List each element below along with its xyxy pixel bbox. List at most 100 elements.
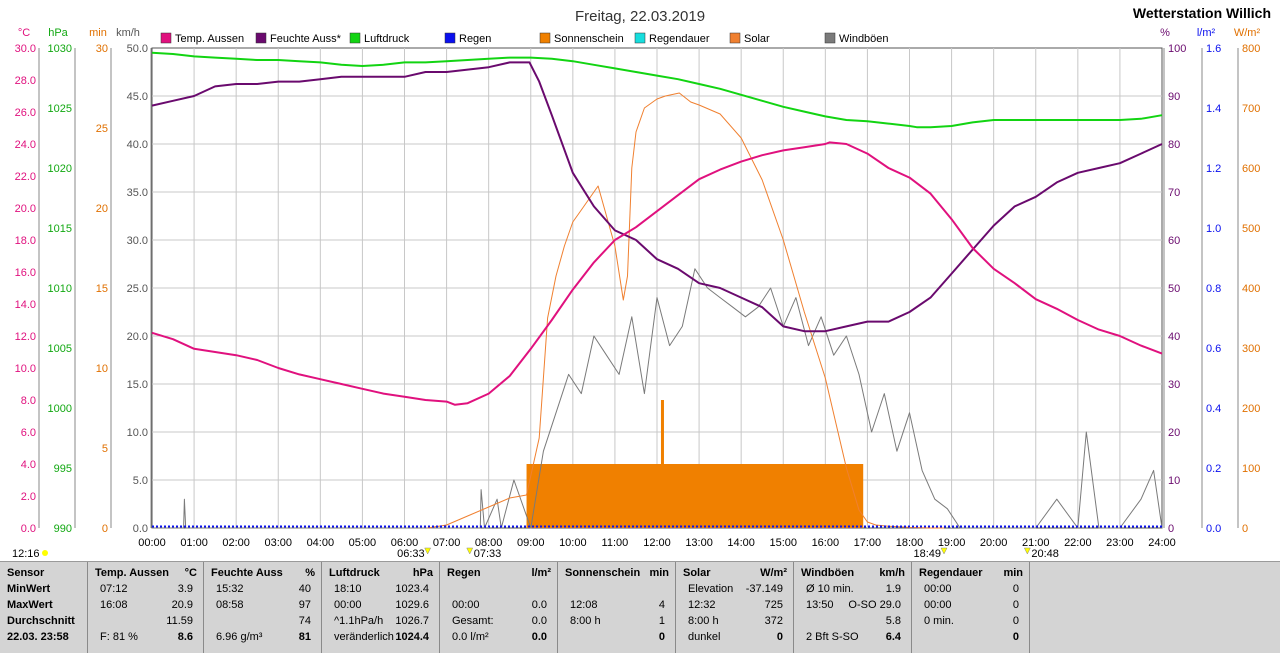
table-cell-value: 1026.7 [395, 615, 429, 627]
table-cell-value: 20.9 [171, 599, 193, 611]
chart-title: Freitag, 22.03.2019 [575, 8, 705, 25]
tick-label-solar_wm2: 700 [1242, 103, 1260, 115]
marker-icon [940, 547, 948, 555]
tick-label-sunshine_min: 30 [96, 43, 108, 55]
marker-label: 20:48 [1031, 548, 1059, 560]
sunshine-spike [660, 400, 664, 528]
marker-icon [1023, 547, 1031, 555]
x-tick-label: 04:00 [307, 537, 335, 549]
series-line-solar_wm2 [427, 92, 944, 529]
legend-label: Windböen [839, 33, 889, 45]
tick-label-pressure_hpa: 1025 [48, 103, 72, 115]
axis-units: °C hPa min km/h% l/m² W/m² [18, 27, 1261, 39]
table-header: Regen [447, 567, 481, 579]
tick-label-temp_c: 2.0 [21, 491, 36, 503]
tick-label-pressure_hpa: 1020 [48, 163, 72, 175]
tick-label-temp_c: 28.0 [15, 75, 36, 87]
table-cell-label: Gesamt: [452, 615, 494, 627]
table-cell-value: 6.4 [885, 631, 901, 643]
col-pressure: Luftdruck hPa 18:10 1023.4 00:00 1029.6 ^1.1hP… [322, 562, 440, 653]
tick-label-wind_kmh: 45.0 [127, 91, 148, 103]
tick-label-wind_kmh: 20.0 [127, 331, 148, 343]
time-label: 12:16 [12, 548, 40, 560]
tick-label-temp_c: 4.0 [21, 459, 36, 471]
table-cell-label: 15:32 [216, 583, 244, 595]
marker-icon [466, 547, 474, 555]
legend-label: Feuchte Auss* [270, 33, 342, 45]
tick-label-wind_kmh: 15.0 [127, 379, 148, 391]
tick-label-temp_c: 14.0 [15, 299, 36, 311]
sun-icon [42, 550, 48, 556]
tick-label-wind_kmh: 25.0 [127, 283, 148, 295]
table-unit: % [305, 567, 315, 579]
tick-label-temp_c: 8.0 [21, 395, 36, 407]
unit-label: km/h [116, 27, 140, 39]
tick-label-temp_c: 18.0 [15, 235, 36, 247]
series-line-wind_kmh [152, 268, 1163, 529]
tick-label-humidity_pct: 100 [1168, 43, 1186, 55]
table-cell-label: dunkel [688, 631, 721, 643]
tick-label-wind_kmh: 5.0 [133, 475, 148, 487]
marker-label: 07:33 [474, 548, 502, 560]
table-cell-label: ^1.1hPa/h [334, 615, 384, 627]
table-header: Windböen [801, 567, 855, 579]
table-cell-value: 1029.6 [395, 599, 429, 611]
table-cell-label: Ø 10 min. [806, 583, 854, 595]
col-solar: Solar W/m² Elevation -37.149 12:32 725 8:00 h 3… [676, 562, 794, 653]
col-raindur: Regendauer min 00:00 0 00:00 0 0 min. 0 0 [912, 562, 1030, 653]
x-tick-label: 24:00 [1148, 537, 1176, 549]
table-cell-value: 0 [1012, 615, 1019, 627]
tick-label-sunshine_min: 10 [96, 363, 108, 375]
x-tick-label: 14:00 [727, 537, 755, 549]
table-header: Sonnenschein [565, 567, 641, 579]
col-sunshine: Sonnenschein min 12:08 4 8:00 h 1 0 [558, 562, 676, 653]
tick-label-rain_lm2: 0.8 [1206, 283, 1221, 295]
tick-label-wind_kmh: 10.0 [127, 427, 148, 439]
unit-label: min [89, 27, 107, 39]
col-temp: Temp. Aussen °C 07:12 3.9 16:08 20.9 11.59 F: 8… [88, 562, 204, 653]
table-cell-value: 0 [1012, 631, 1019, 643]
tick-label-temp_c: 24.0 [15, 139, 36, 151]
table-header: Feuchte Auss [211, 567, 283, 579]
table-cell-value: 0.0 [531, 615, 547, 627]
tick-label-rain_lm2: 1.2 [1206, 163, 1221, 175]
marker-icon [424, 547, 432, 555]
unit-label: hPa [48, 27, 68, 39]
table-cell-label: 00:00 [924, 599, 952, 611]
legend-label: Temp. Aussen [175, 33, 244, 45]
tick-label-solar_wm2: 800 [1242, 43, 1260, 55]
tick-label-rain_lm2: 1.6 [1206, 43, 1221, 55]
row-label-current: 22.03. 23:58 [7, 631, 69, 643]
table-unit: min [1003, 567, 1023, 579]
table-cell-value: 1 [658, 615, 665, 627]
legend-swatch [824, 32, 836, 44]
tick-label-temp_c: 10.0 [15, 363, 36, 375]
table-cell-value: 0 [776, 631, 783, 643]
tick-label-temp_c: 16.0 [15, 267, 36, 279]
tick-label-humidity_pct: 60 [1168, 235, 1180, 247]
table-unit: l/m² [531, 567, 551, 579]
table-cell-value: 8.6 [177, 631, 193, 643]
tick-label-humidity_pct: 20 [1168, 427, 1180, 439]
sensor-header: Sensor [7, 567, 45, 579]
tick-label-rain_lm2: 0.6 [1206, 343, 1221, 355]
tick-label-solar_wm2: 600 [1242, 163, 1260, 175]
tick-label-humidity_pct: 0 [1168, 523, 1174, 535]
unit-label: % [1160, 27, 1170, 39]
table-cell-value: 81 [298, 631, 311, 643]
tick-label-temp_c: 0.0 [21, 523, 36, 535]
chart-legend: Temp. Aussen Feuchte Auss* Luftdruck Regen S… [160, 32, 889, 45]
tick-label-solar_wm2: 500 [1242, 223, 1260, 235]
col-humidity: Feuchte Auss% 15:32 40 08:58 97 74 6.96 g/m³ 81 [204, 562, 322, 653]
table-header: Solar [683, 567, 711, 579]
table-cell-value: 5.8 [885, 615, 901, 627]
tick-label-wind_kmh: 40.0 [127, 139, 148, 151]
station-name: Wetterstation Willich [1133, 5, 1271, 21]
x-tick-label: 10:00 [559, 537, 587, 549]
table-cell-label: 2 Bft S-SO [806, 631, 859, 643]
table-cell-label: Elevation [688, 583, 734, 595]
unit-label: l/m² [1197, 27, 1216, 39]
row-label-avg: Durchschnitt [7, 615, 75, 627]
tick-label-wind_kmh: 0.0 [133, 523, 148, 535]
table-cell-label: 8:00 h [688, 615, 719, 627]
